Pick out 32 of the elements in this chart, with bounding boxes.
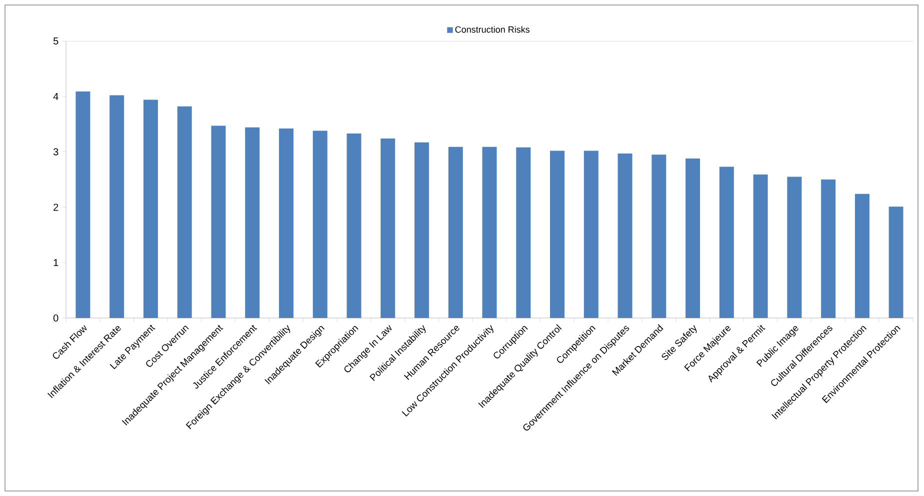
bar xyxy=(584,150,598,318)
bar xyxy=(380,138,396,318)
y-tick-label: 3 xyxy=(53,148,58,156)
bar xyxy=(76,91,90,318)
bar xyxy=(550,150,565,318)
bar xyxy=(888,206,904,318)
bar xyxy=(787,176,802,318)
bar xyxy=(652,154,666,318)
bar xyxy=(110,95,124,318)
bar xyxy=(753,174,768,318)
y-tick-label: 1 xyxy=(54,259,58,266)
bar xyxy=(821,180,836,318)
y-tick-label: 5 xyxy=(53,38,58,44)
bar xyxy=(854,194,870,318)
bar xyxy=(414,142,429,318)
bar xyxy=(516,147,531,318)
y-tick-label: 4 xyxy=(53,92,58,100)
bar xyxy=(312,130,328,318)
bar xyxy=(278,128,294,318)
bar xyxy=(143,100,158,318)
bar xyxy=(482,146,497,318)
y-tick-label: 2 xyxy=(54,204,58,211)
bar xyxy=(719,166,734,318)
bar xyxy=(686,158,700,318)
bar xyxy=(245,127,260,318)
bar xyxy=(448,146,463,318)
bar xyxy=(211,126,226,318)
legend-label: Construction Risks xyxy=(455,26,530,33)
y-tick-label: 0 xyxy=(53,314,58,322)
bar xyxy=(177,106,192,318)
bar xyxy=(618,153,632,318)
bar xyxy=(346,134,362,318)
